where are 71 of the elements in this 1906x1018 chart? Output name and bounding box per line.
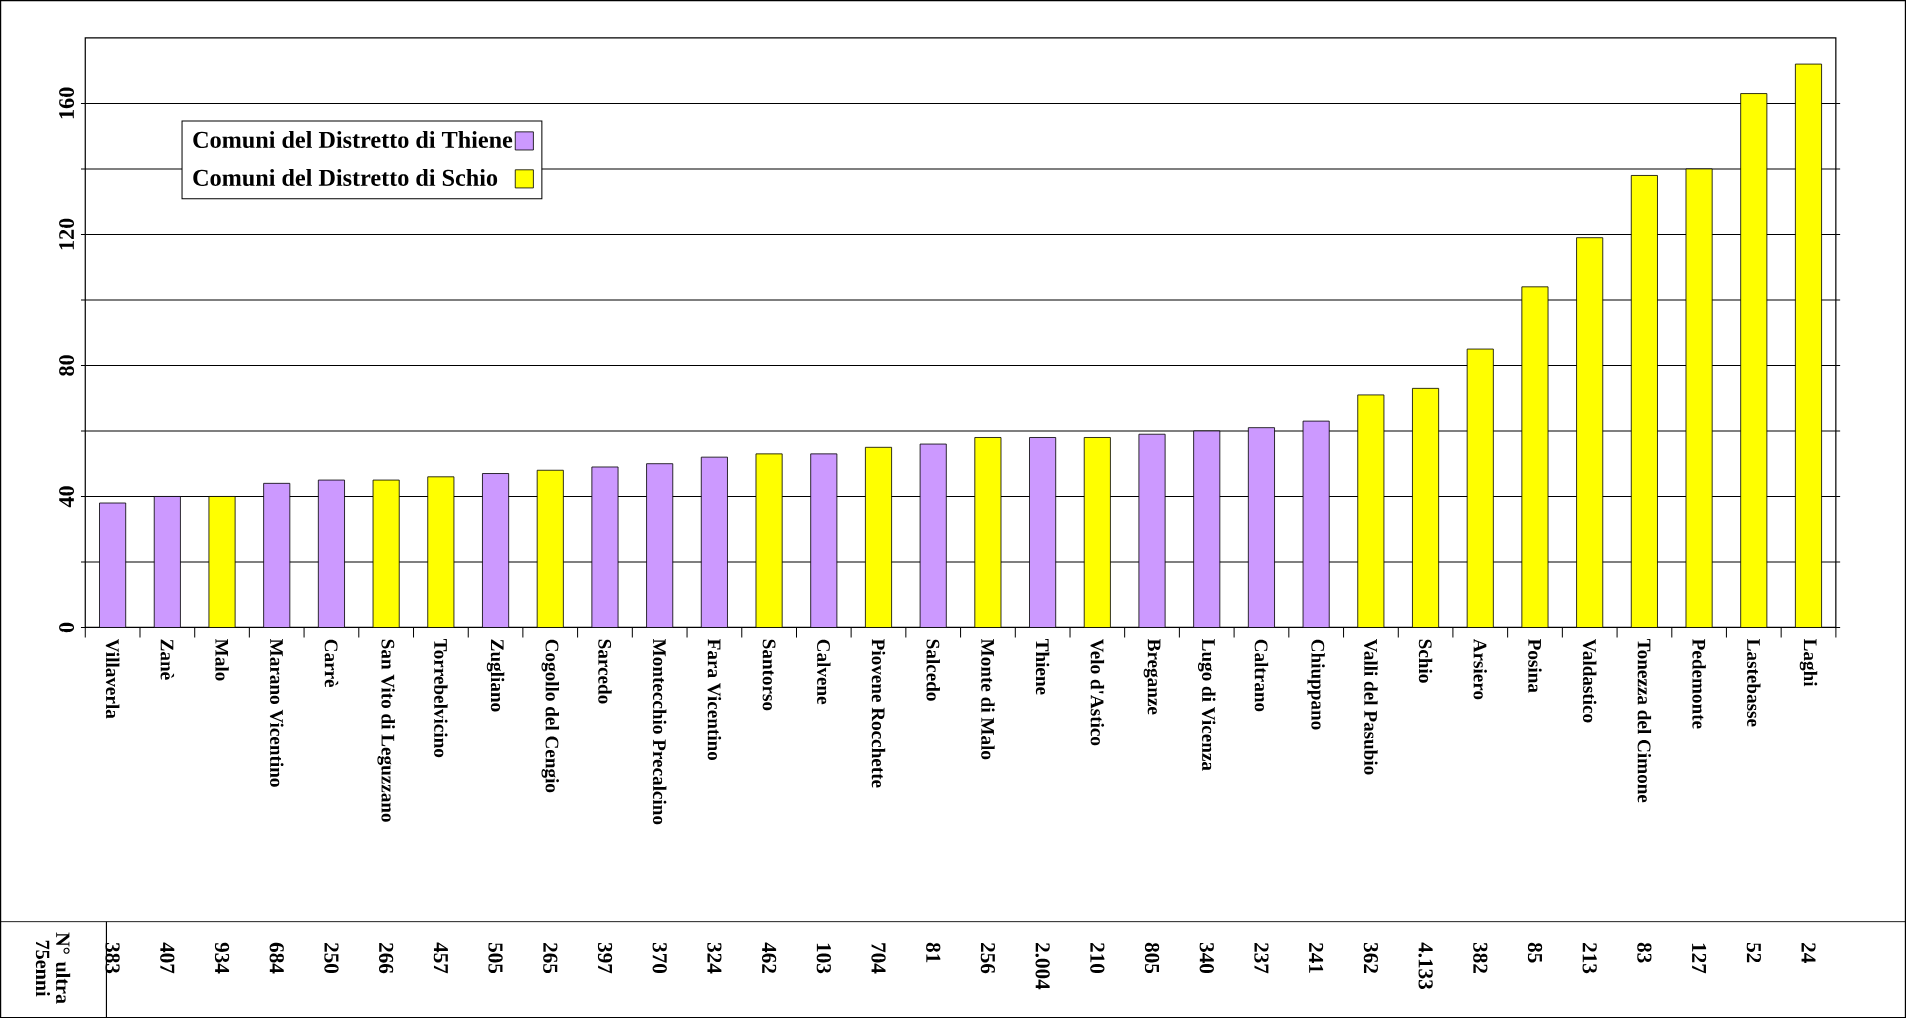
text: N° ultra 75enni: [35, 932, 71, 1004]
text: 407: [160, 942, 175, 974]
text: 241: [1309, 942, 1324, 973]
y-tick-label: 0: [59, 622, 75, 633]
x-tick-label: Breganze: [1143, 638, 1161, 715]
x-tick-label: San Vito di Leguzzano: [377, 639, 395, 822]
text: 370: [652, 942, 667, 974]
x-tick-label: Marano Vicentino: [269, 638, 284, 787]
x-tick-label: Velo d'Astico: [1090, 638, 1105, 746]
text: 457: [433, 942, 448, 974]
text: 684: [269, 942, 284, 974]
text: 4.133: [1418, 942, 1433, 989]
x-tick-label: Zanè: [160, 639, 175, 680]
x-tick-label: Schio: [1418, 639, 1433, 683]
text: 103: [816, 943, 831, 974]
x-tick-label: Fara Vicentino: [707, 638, 722, 761]
x-tick-label: Piovene Rocchette: [871, 638, 886, 788]
text: 324: [707, 942, 722, 974]
x-tick-label: Posina: [1528, 638, 1542, 693]
x-tick-label: Carrè: [324, 639, 339, 688]
x-tick-label: Salcedo: [926, 639, 940, 701]
x-tick-label: Monte di Malo: [981, 638, 995, 760]
text: 704: [871, 943, 886, 974]
text: 805: [1144, 942, 1160, 974]
text: 266: [379, 942, 394, 974]
text: 210: [1090, 942, 1105, 974]
x-tick-label: Tonezza del Cimone: [1637, 638, 1652, 803]
x-tick-label: Laghi: [1799, 638, 1818, 687]
x-tick-label: Sarcedo: [598, 639, 612, 704]
text: 934: [214, 942, 230, 974]
y-tick-label: 80: [59, 355, 75, 376]
text: 81: [926, 942, 941, 963]
x-tick-label: Cogollo del Cengio: [541, 639, 560, 793]
y-tick-label: 160: [59, 87, 75, 119]
text: 52: [1746, 942, 1761, 963]
text: 265: [543, 942, 558, 974]
text: 382: [1473, 942, 1488, 973]
text: 237: [1254, 942, 1269, 974]
legend-label: Comuni del Distretto di Thiene: [193, 130, 513, 149]
text: 127: [1692, 943, 1707, 974]
text: 2.004: [1035, 942, 1050, 990]
x-tick-label: Santorso: [762, 639, 776, 711]
x-tick-label: Valdastico: [1582, 638, 1597, 723]
x-tick-label: Montecchio Precalcino: [652, 638, 667, 825]
x-tick-label: Torrebelvicino: [434, 638, 448, 758]
text: 462: [761, 942, 777, 973]
x-tick-label: Chiuppano: [1307, 639, 1325, 730]
x-tick-label: Malo: [215, 638, 229, 681]
x-tick-label: Zugliano: [486, 639, 505, 712]
text: 256: [980, 942, 995, 974]
x-tick-label: Arsiero: [1473, 638, 1487, 700]
x-tick-label: Valli del Pasubio: [1364, 638, 1378, 775]
x-tick-label: Villaverla: [105, 638, 120, 719]
y-tick-label: 120: [59, 218, 75, 250]
x-tick-label: Lugo di Vicenza: [1197, 638, 1216, 771]
legend-label: Comuni del Distretto di Schio: [193, 168, 498, 186]
x-tick-label: Thiene: [1035, 638, 1050, 695]
text: 505: [488, 942, 503, 974]
y-tick-label: 40: [59, 486, 75, 508]
text: 83: [1637, 942, 1652, 963]
text: 24: [1801, 942, 1816, 963]
text: 250: [324, 942, 339, 974]
text: 340: [1199, 942, 1214, 974]
x-tick-label: Pedemonte: [1692, 638, 1706, 729]
text: 397: [597, 942, 613, 974]
x-tick-label: Calvene: [817, 639, 831, 705]
text: 85: [1527, 942, 1543, 963]
text: 362: [1363, 942, 1378, 973]
text: 213: [1582, 942, 1597, 974]
x-tick-label: Lastebasse: [1747, 638, 1761, 727]
x-tick-label: Caltrano: [1254, 639, 1269, 712]
